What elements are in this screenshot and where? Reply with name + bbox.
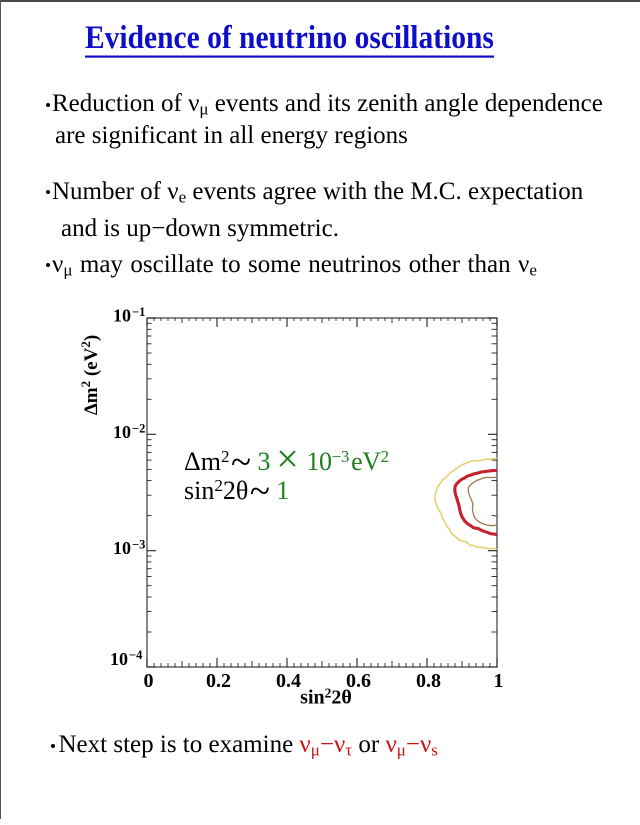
svg-text:0: 0 <box>144 670 154 692</box>
svg-text:10: 10 <box>113 306 131 326</box>
svg-text:−1: −1 <box>132 305 145 319</box>
svg-text:0.8: 0.8 <box>416 670 441 692</box>
svg-text:10: 10 <box>113 538 131 558</box>
svg-text:−2: −2 <box>132 421 145 435</box>
svg-text:−3: −3 <box>132 538 145 552</box>
svg-text:0.2: 0.2 <box>206 670 231 692</box>
svg-text:0.4: 0.4 <box>276 670 301 692</box>
svg-text:Δm2 (eV2): Δm2 (eV2) <box>78 335 102 415</box>
svg-text:1: 1 <box>494 670 504 692</box>
svg-text:−4: −4 <box>129 648 143 662</box>
svg-text:sin22θ: sin22θ <box>300 686 352 709</box>
svg-text:10: 10 <box>113 422 131 442</box>
svg-text:10: 10 <box>110 649 128 669</box>
svg-text:0.6: 0.6 <box>346 670 371 692</box>
